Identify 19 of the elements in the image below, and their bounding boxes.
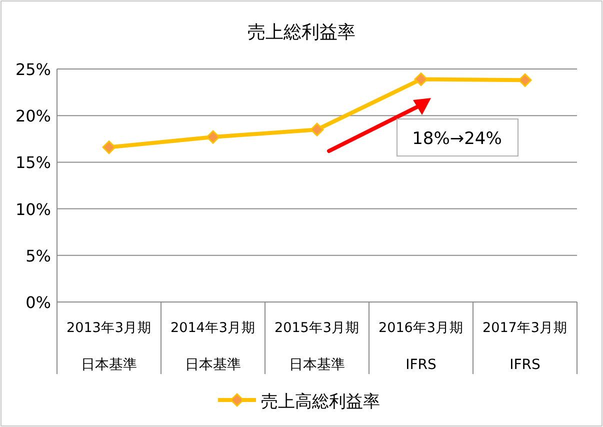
point: [206, 130, 220, 144]
chart-title: 売上総利益率: [248, 22, 356, 43]
y-tick-label: 20%: [15, 106, 51, 126]
y-tick-label: 0%: [26, 293, 51, 312]
y-tick-label: 25%: [15, 60, 51, 79]
point: [518, 73, 532, 87]
legend-label: 売上高総利益率: [261, 392, 380, 412]
category-label: 2015年3月期日本基準: [274, 320, 360, 373]
y-tick-label: 15%: [15, 153, 51, 172]
category-label: 2016年3月期 IFRS: [378, 320, 464, 373]
point: [102, 140, 116, 154]
category-label: 2017年3月期 IFRS: [482, 320, 568, 373]
y-tick-label: 5%: [26, 246, 51, 266]
annotation: 18%→24%: [412, 129, 502, 149]
category-label: 2014年3月期日本基準: [170, 320, 256, 373]
point: [310, 122, 324, 136]
y-tick-label: 10%: [15, 200, 51, 219]
category-label: 2013年3月期日本基準: [66, 320, 152, 373]
point: [414, 72, 428, 86]
